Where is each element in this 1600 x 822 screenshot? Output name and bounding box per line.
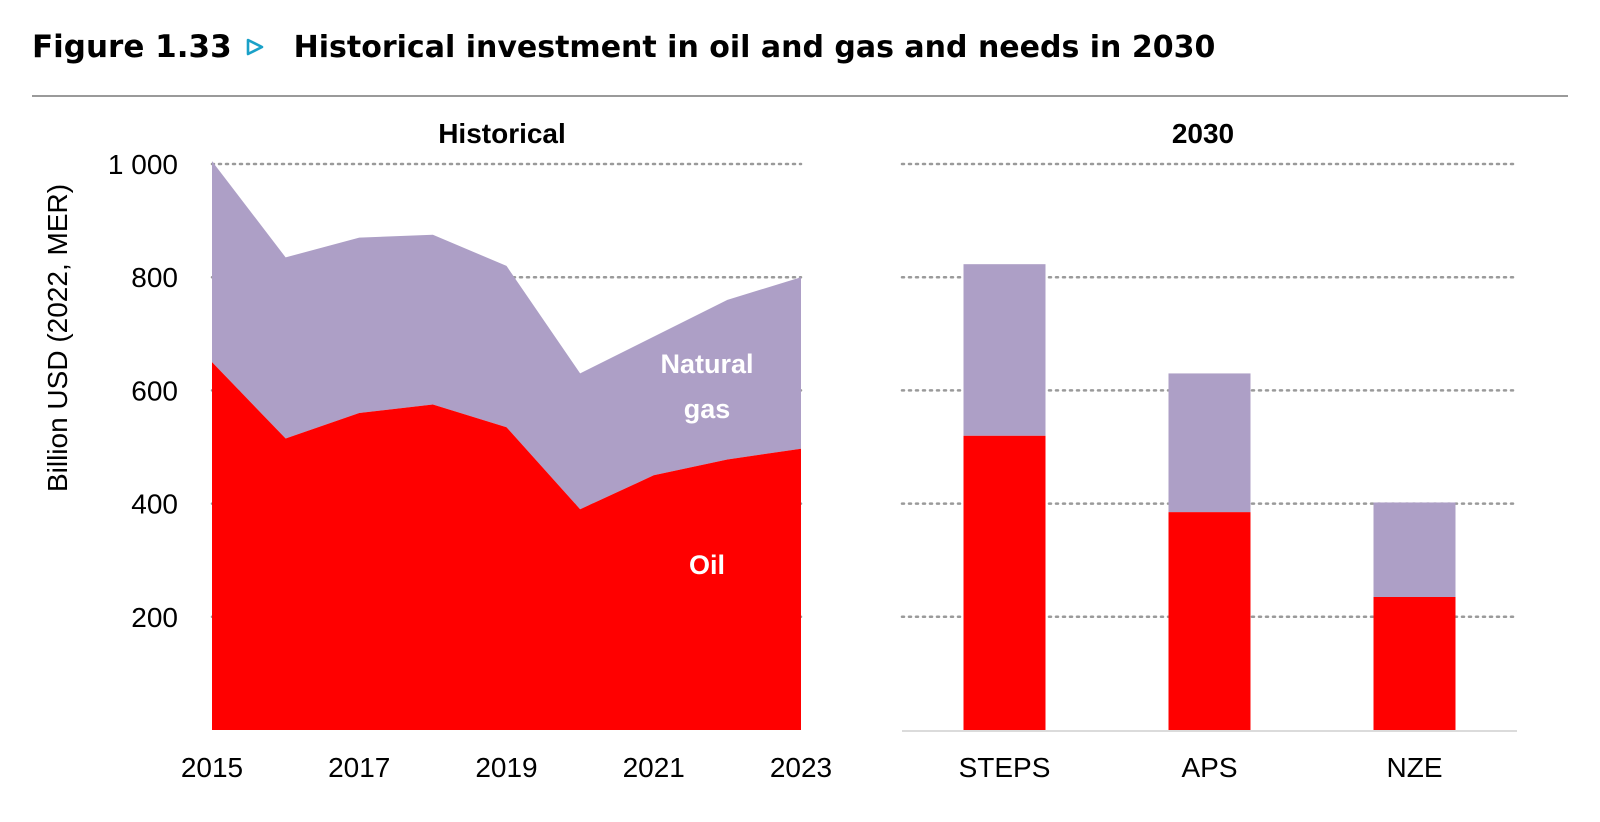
natural-gas-label: gas [684,394,731,424]
natural-gas-label: Natural [660,349,753,379]
y-tick-label: 400 [131,489,178,520]
y-tick-label: 200 [131,602,178,633]
triangle-marker-icon [246,38,263,56]
bar-natural-gas-aps [1168,373,1251,513]
projection-2030-panel: STEPS APS NZE 2030 [900,118,1519,783]
bar-natural-gas-steps [963,264,1046,436]
header-divider [32,95,1568,97]
projection-panel-title: 2030 [1172,118,1234,149]
x-tick-label: 2015 [181,752,243,783]
bar-natural-gas-nze [1373,502,1456,597]
oil-area [212,362,801,730]
historical-panel-title: Historical [438,118,566,149]
category-label: STEPS [959,752,1051,783]
historical-panel: 200 400 600 800 1 000 2015 2017 2019 2021 2023 Bil… [42,118,832,783]
x-tick-label: 2021 [623,752,685,783]
figure-label: Figure 1.33 [32,29,232,65]
x-tick-label: 2023 [770,752,832,783]
category-label: APS [1181,752,1237,783]
figure-title: Historical investment in oil and gas and… [293,29,1216,65]
y-axis-title: Billion USD (2022, MER) [42,184,73,492]
bar-oil-aps [1168,512,1251,730]
x-tick-label: 2019 [475,752,537,783]
bar-oil-steps [963,435,1046,730]
y-tick-label: 600 [131,375,178,406]
figure-header: Figure 1.33 Historical investment in oil… [32,22,1215,72]
oil-label: Oil [689,550,725,580]
bar-oil-nze [1373,596,1456,730]
y-tick-label: 1 000 [108,149,178,180]
x-tick-label: 2017 [328,752,390,783]
category-label: NZE [1387,752,1443,783]
y-tick-label: 800 [131,262,178,293]
natural-gas-area [212,161,801,510]
